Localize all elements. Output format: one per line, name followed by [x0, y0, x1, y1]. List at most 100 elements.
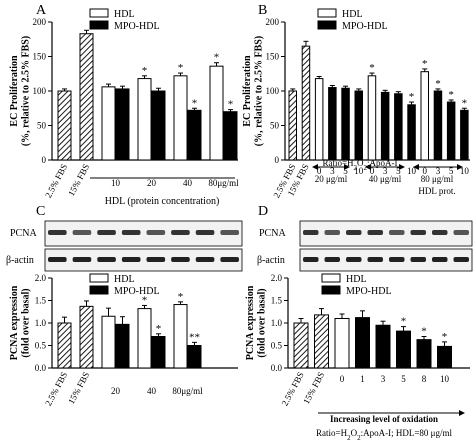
significance-mark: * [156, 323, 162, 335]
y-tick-label: 0.5 [35, 341, 47, 351]
x-tick-label: 80μg/ml [208, 178, 239, 188]
significance-mark: * [462, 97, 468, 109]
x-tick-label: 40 [183, 178, 193, 188]
bar-hdl [420, 71, 429, 161]
bar-hdl [334, 318, 350, 369]
significance-mark: * [448, 89, 454, 101]
y-tick-label: 2.0 [35, 273, 47, 283]
x-tick-label: 10 [111, 178, 121, 188]
y-tick-label: 200 [33, 17, 47, 27]
bar-mpo-hdl [394, 93, 403, 161]
panel-label-d: D [258, 204, 268, 219]
blot-band [324, 230, 340, 235]
blot-band [121, 257, 141, 262]
blot-band [220, 230, 239, 235]
blot-band [72, 230, 92, 235]
x-tick-label: 2.5% FBS [43, 370, 69, 407]
bar-mpo-hdl [187, 109, 202, 161]
blot-band [195, 257, 215, 262]
y-tick-label: 0.0 [271, 363, 283, 373]
bar-mpo-hdl [328, 87, 337, 161]
x-tick-label: 40 [147, 386, 157, 396]
x-tick-label: 20 [147, 178, 157, 188]
legend-swatch-hdl [317, 8, 337, 18]
x-tick-label: 5 [343, 166, 348, 176]
bar-hdl [137, 308, 152, 369]
x-tick-label: 0 [340, 374, 345, 384]
x-tick-label: 0 [370, 166, 375, 176]
bar-mpo-hdl [460, 109, 469, 161]
blot-d [299, 220, 473, 272]
blot-band [453, 230, 469, 235]
legend-swatch-mpo-hdl [321, 285, 341, 295]
bar-fbs [301, 45, 311, 161]
blot-band [303, 230, 319, 235]
y-tick-label: 150 [33, 52, 47, 62]
bar-mpo-hdl [416, 339, 432, 369]
bar-mpo-hdl [396, 330, 411, 369]
y-tick-label: 50 [270, 121, 280, 131]
bar-mpo-hdl [433, 90, 443, 161]
x-tick-label: 15% FBS [66, 162, 91, 197]
bar-mpo-hdl [355, 317, 370, 369]
x-tick-label: 10 [460, 166, 470, 176]
legend-swatch-hdl [321, 273, 341, 283]
bar-fbs [57, 322, 72, 369]
significance-mark: * [142, 65, 148, 77]
bar-hdl [367, 75, 377, 161]
bar-mpo-hdl [151, 336, 166, 369]
y-tick-label: 1.0 [271, 318, 283, 328]
panel-b-subgroup-20: 20 μg/ml [315, 174, 348, 184]
x-tick-label: 3 [330, 166, 335, 176]
x-tick-label: 3 [383, 166, 388, 176]
legend-swatch-mpo-hdl [317, 20, 337, 30]
blot-d-label-pcna: PCNA [259, 228, 286, 239]
blot-band [171, 257, 190, 262]
legend-label-mpo-hdl: MPO-HDL [114, 286, 160, 297]
bar-fbs [79, 305, 94, 369]
significance-mark: * [178, 62, 184, 74]
x-tick-label: 3 [381, 374, 386, 384]
panel-label-c: C [36, 204, 45, 219]
significance-mark: * [422, 58, 428, 70]
legend-swatch-mpo-hdl [89, 285, 109, 295]
bar-hdl [137, 78, 152, 161]
blot-band [97, 230, 116, 235]
x-tick-label: 0 [423, 166, 428, 176]
blot-band [410, 230, 426, 235]
y-axis-label: EC Proliferation(%, relative to 2.5% FBS… [242, 36, 265, 146]
y-axis-label: EC Proliferation(%, relative to 2.5% FBS… [9, 36, 32, 146]
y-tick-label: 0 [42, 155, 47, 165]
bar-hdl [101, 315, 116, 369]
legend-label-hdl: HDL [114, 274, 135, 285]
bar-fbs [57, 90, 72, 161]
bar-mpo-hdl [407, 104, 416, 161]
blot-band [48, 230, 67, 235]
y-tick-label: 1.5 [271, 296, 283, 306]
y-axis-label: PCNA expression(fold over basal) [9, 285, 32, 360]
blot-band [410, 257, 426, 262]
y-tick-label: 100 [266, 86, 280, 96]
blot-band [367, 257, 383, 262]
blot-band [146, 230, 166, 235]
bar-mpo-hdl [223, 111, 238, 161]
y-tick-label: 150 [266, 52, 280, 62]
bar-mpo-hdl [187, 345, 202, 369]
x-tick-label: 20 [111, 386, 121, 396]
y-axis-label: PCNA expression(fold over basal) [245, 285, 268, 360]
x-tick-label: 5 [449, 166, 454, 176]
legend-swatch-hdl [89, 8, 109, 18]
bar-hdl [101, 86, 116, 161]
blot-band [432, 230, 448, 235]
significance-mark: * [178, 291, 184, 303]
blot-band [195, 230, 215, 235]
blot-c [44, 220, 243, 272]
x-tick-label: 0 [317, 166, 322, 176]
blot-band [432, 257, 448, 262]
blot-band [72, 257, 92, 262]
legend-swatch-hdl [89, 273, 109, 283]
significance-mark: * [435, 78, 441, 90]
x-tick-label: 10 [354, 166, 364, 176]
bar-mpo-hdl [354, 90, 363, 161]
bar-fbs [79, 33, 94, 161]
